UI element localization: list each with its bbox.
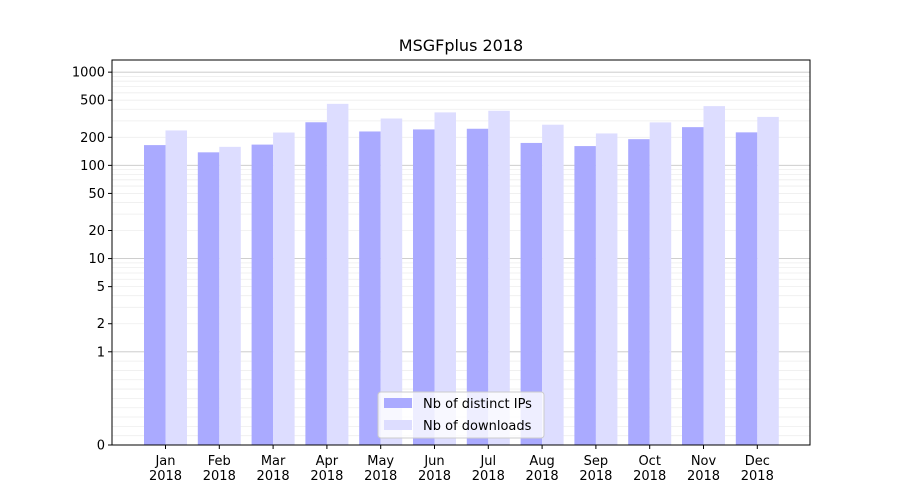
bar-downloads: [273, 132, 295, 445]
x-tick-label-line: Jan: [154, 454, 175, 469]
bar-distinct-ips: [574, 146, 596, 445]
bar-distinct-ips: [197, 152, 220, 445]
bar-distinct-ips: [628, 139, 650, 445]
legend-swatch-ips: [384, 398, 412, 408]
bar-distinct-ips: [520, 142, 543, 445]
bar-distinct-ips: [413, 129, 435, 445]
bar-distinct-ips: [682, 127, 704, 445]
x-tick-label-line: Dec: [745, 454, 770, 469]
bar-downloads: [703, 106, 725, 446]
y-tick-label: 5: [97, 280, 105, 295]
x-tick-label-line: Feb: [208, 454, 231, 469]
y-tick-label: 100: [80, 159, 105, 174]
legend-swatch-downloads: [384, 420, 412, 430]
y-tick-label: 500: [80, 94, 105, 109]
bar-downloads: [380, 118, 403, 446]
x-tick-label-line: 2018: [203, 469, 236, 484]
x-tick-label: May 2018: [364, 454, 397, 484]
x-tick-label-line: 2018: [472, 469, 505, 484]
bars-layer: [144, 103, 779, 446]
bar-distinct-ips: [144, 145, 166, 445]
x-tick-label-line: 2018: [687, 469, 720, 484]
legend: Nb of distinct IPs Nb of downloads: [377, 391, 545, 439]
x-tick-label-line: Sep: [584, 454, 609, 469]
bar-downloads: [219, 146, 241, 446]
x-tick-label: Apr 2018: [310, 454, 343, 484]
y-tick-label: 1: [97, 345, 105, 360]
x-tick-label-line: 2018: [741, 469, 774, 484]
x-tick-label: Jul 2018: [472, 454, 505, 484]
bar-downloads: [542, 124, 564, 446]
bar-downloads: [757, 116, 779, 446]
x-tick-label: Sep 2018: [579, 454, 612, 484]
x-tick-label-line: 2018: [526, 469, 559, 484]
x-tick-label-line: 2018: [149, 469, 182, 484]
x-tick-label: Dec 2018: [741, 454, 774, 484]
x-tick-label-line: Apr: [316, 454, 339, 469]
x-tick-label-line: Aug: [529, 454, 554, 469]
bar-distinct-ips: [466, 128, 489, 445]
y-tick-label: 10: [88, 252, 105, 267]
bar-distinct-ips: [251, 144, 274, 445]
plot-area-frame: [111, 59, 811, 446]
legend-label-ips: Nb of distinct IPs: [423, 397, 532, 412]
x-tick-label: Aug 2018: [526, 454, 559, 484]
bar-downloads: [326, 103, 349, 445]
x-tick-label-line: Mar: [261, 454, 286, 469]
y-tick-label: 2: [97, 317, 105, 332]
x-tick-label-line: 2018: [257, 469, 290, 484]
bar-downloads: [434, 112, 456, 446]
bar-downloads: [649, 122, 672, 446]
x-tick-label-line: 2018: [310, 469, 343, 484]
bar-distinct-ips: [735, 132, 758, 446]
chart-title: MSGFplus 2018: [399, 36, 523, 55]
bar-distinct-ips: [305, 122, 327, 446]
y-tick-label: 50: [88, 187, 105, 202]
x-tick-label-line: Jul: [479, 454, 496, 469]
y-tick-label: 200: [80, 131, 105, 146]
x-tick-label: Mar 2018: [257, 454, 290, 484]
x-tick-label-line: Oct: [638, 454, 660, 469]
x-tick-label: Oct 2018: [633, 454, 666, 484]
x-tick-label: Feb 2018: [203, 454, 236, 484]
legend-label-downloads: Nb of downloads: [423, 419, 532, 434]
bar-downloads: [165, 130, 187, 445]
x-tick-label-line: 2018: [579, 469, 612, 484]
x-tick-label-line: Nov: [691, 454, 717, 469]
x-tick-label: Nov 2018: [687, 454, 720, 484]
x-tick-label-line: May: [367, 454, 394, 469]
x-tick-label-line: 2018: [364, 469, 397, 484]
bar-distinct-ips: [359, 131, 381, 445]
bar-downloads: [595, 133, 618, 445]
y-tick-label: 0: [97, 439, 105, 454]
x-tick-label-line: Jun: [423, 454, 444, 469]
y-tick-label: 20: [88, 224, 105, 239]
y-tick-label: 1000: [72, 66, 105, 81]
x-tick-label: Jan 2018: [149, 454, 182, 484]
x-tick-label-line: 2018: [633, 469, 666, 484]
legend-box: [377, 391, 545, 439]
y-axis: 0 1 2 5 10 20 50 100 200 500 1000: [72, 66, 112, 454]
bar-downloads: [488, 110, 510, 445]
x-tick-label-line: 2018: [418, 469, 451, 484]
x-tick-label: Jun 2018: [418, 454, 451, 484]
